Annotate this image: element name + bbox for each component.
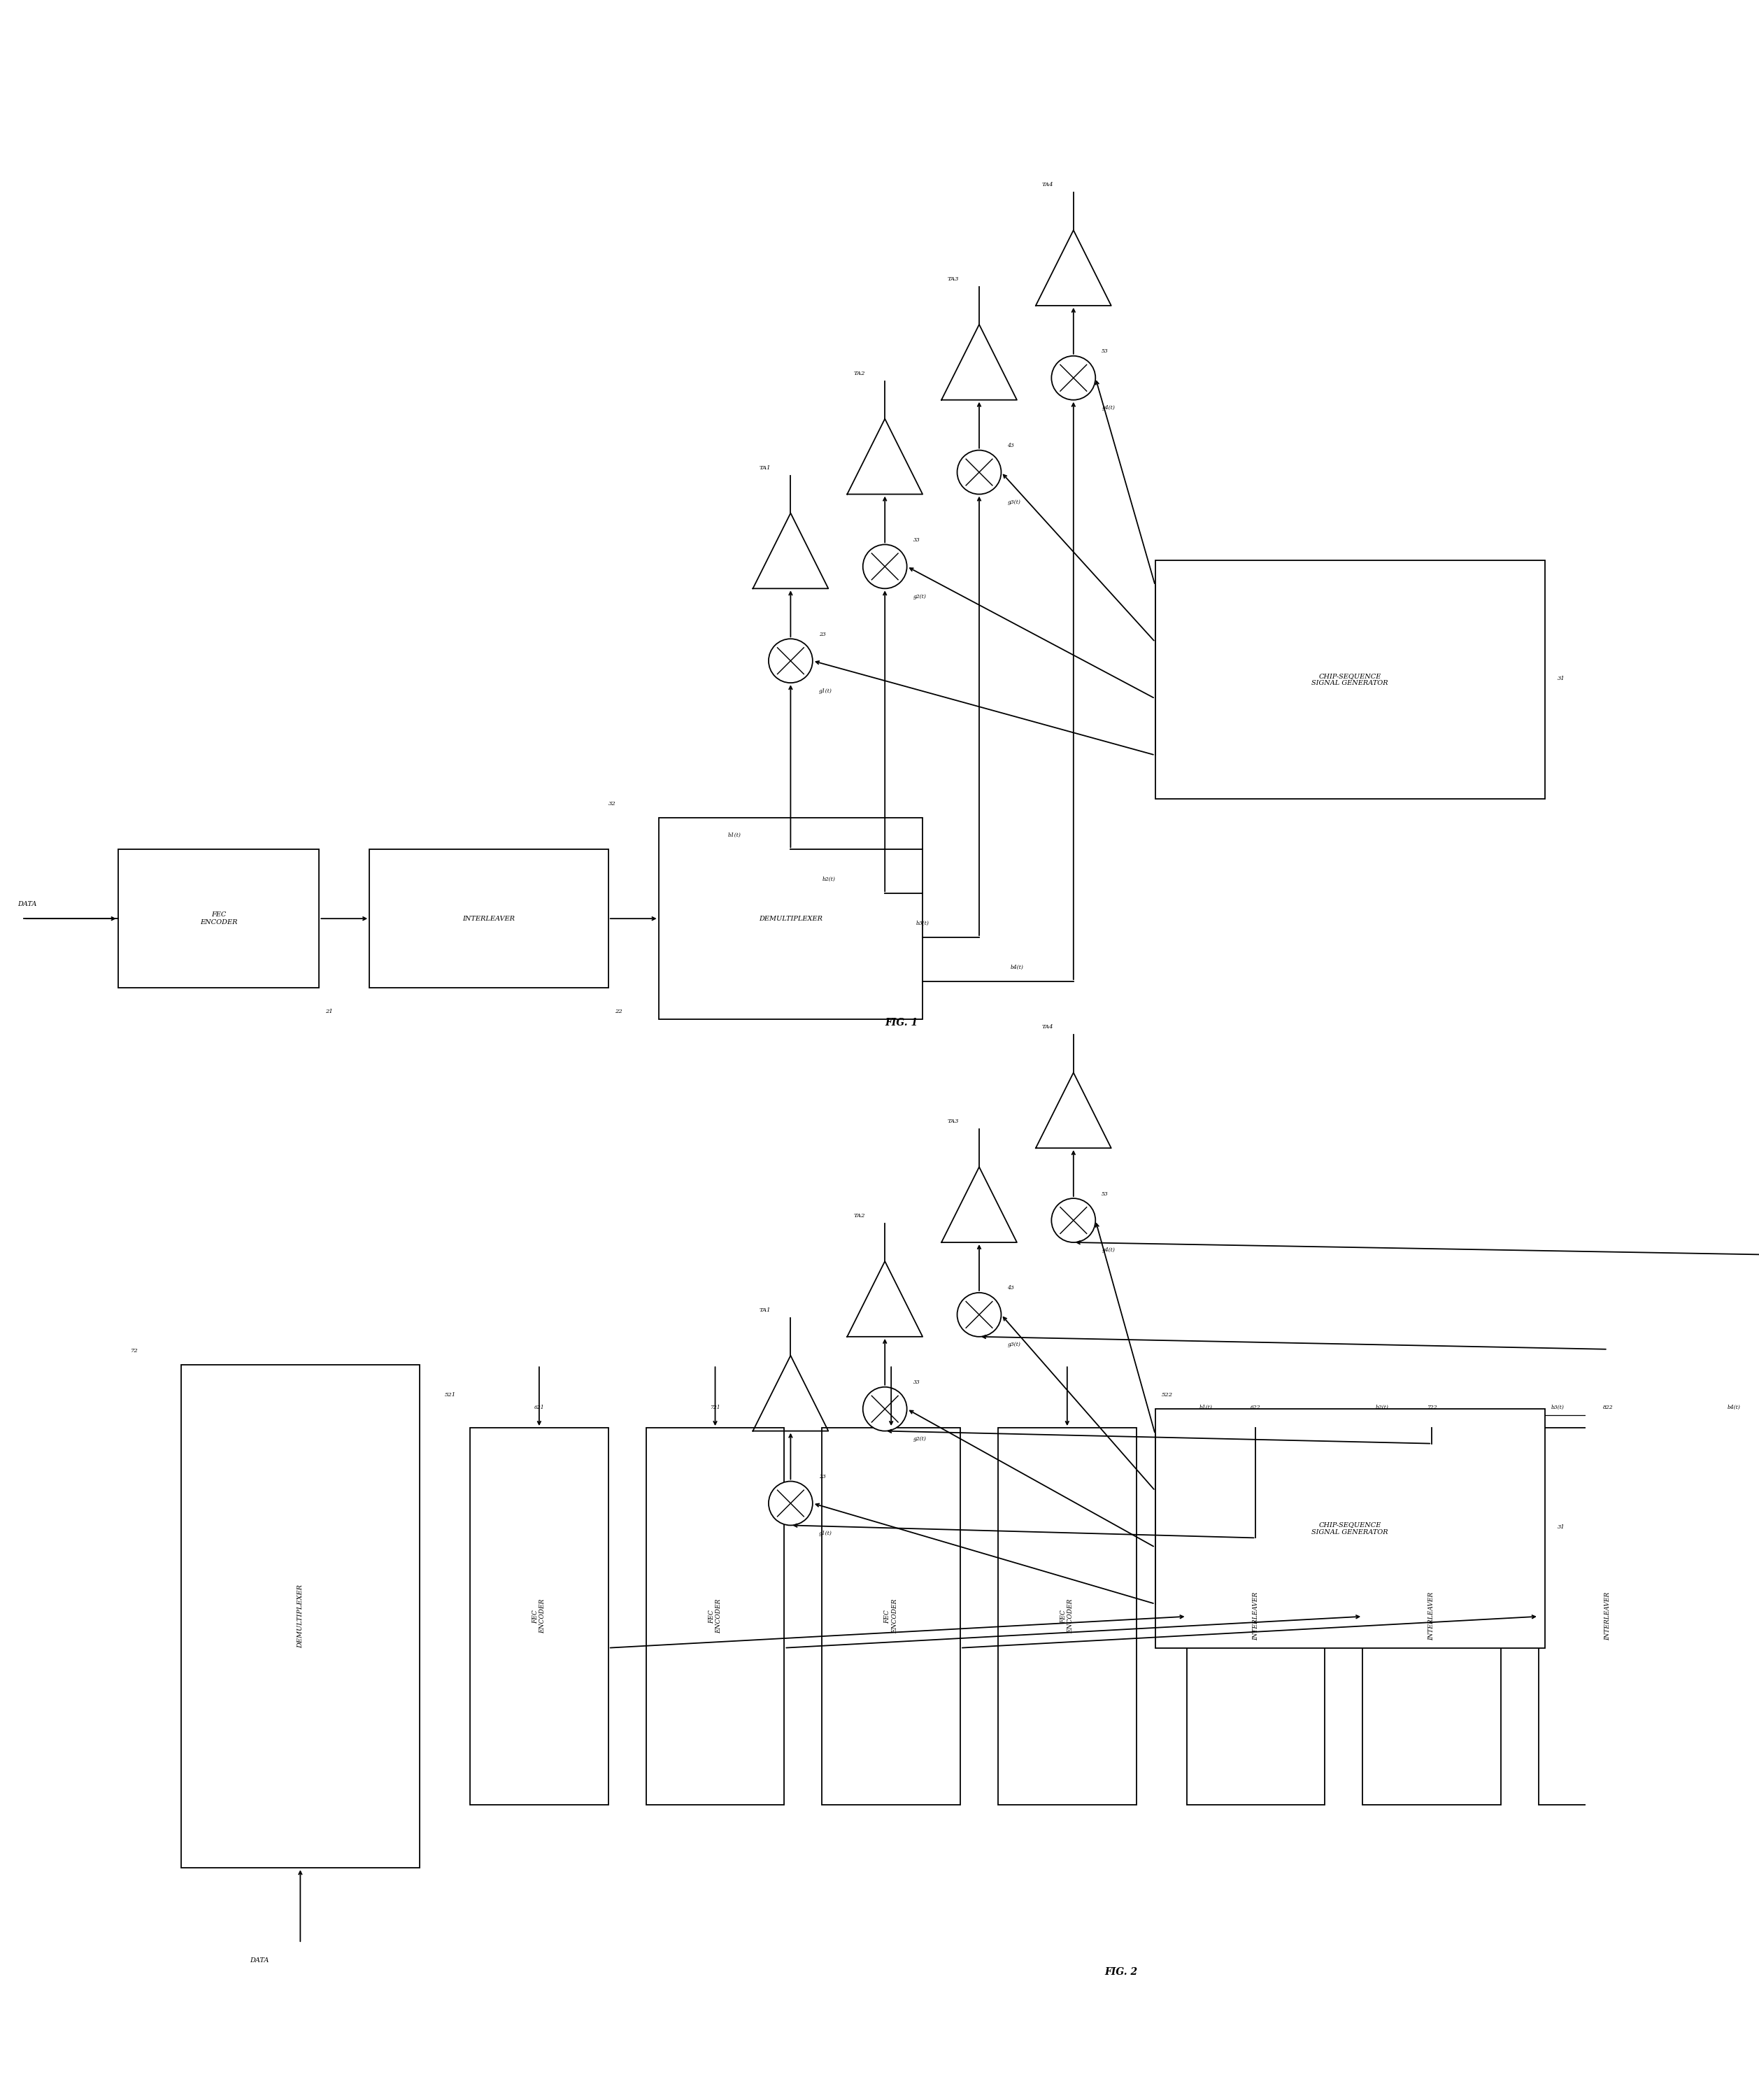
Text: INTERLEAVER: INTERLEAVER — [1604, 1592, 1611, 1640]
Text: 31: 31 — [1557, 1525, 1566, 1529]
Text: b2(t): b2(t) — [821, 876, 836, 882]
Text: 53: 53 — [1101, 1191, 1108, 1197]
Text: FEC
ENCODER: FEC ENCODER — [709, 1600, 721, 1634]
Text: g4(t): g4(t) — [1101, 1247, 1115, 1254]
Text: TA1: TA1 — [760, 1308, 770, 1312]
Text: 43: 43 — [1008, 1285, 1015, 1292]
FancyBboxPatch shape — [1539, 1428, 1676, 1806]
Text: FIG. 2: FIG. 2 — [1105, 1968, 1138, 1976]
Text: CHIP-SEQUENCE
SIGNAL GENERATOR: CHIP-SEQUENCE SIGNAL GENERATOR — [1312, 1522, 1388, 1535]
Text: TA4: TA4 — [1041, 1025, 1054, 1029]
FancyBboxPatch shape — [821, 1428, 960, 1806]
Text: g2(t): g2(t) — [913, 1436, 927, 1443]
Text: DEMULTIPLEXER: DEMULTIPLEXER — [297, 1586, 304, 1649]
Text: 33: 33 — [913, 1380, 920, 1386]
Text: TA3: TA3 — [948, 277, 959, 281]
Text: 622: 622 — [1251, 1405, 1261, 1411]
FancyBboxPatch shape — [470, 1428, 609, 1806]
FancyBboxPatch shape — [1715, 1428, 1759, 1806]
Text: 21: 21 — [325, 1008, 332, 1014]
Text: b4(t): b4(t) — [1011, 964, 1024, 970]
Text: 43: 43 — [1008, 443, 1015, 449]
Text: TA2: TA2 — [853, 1214, 865, 1218]
Text: b1(t): b1(t) — [728, 834, 741, 838]
FancyBboxPatch shape — [1156, 561, 1544, 800]
Circle shape — [1052, 355, 1096, 399]
Text: b3(t): b3(t) — [1551, 1405, 1564, 1411]
Text: 72: 72 — [130, 1348, 139, 1355]
Text: FEC
ENCODER: FEC ENCODER — [885, 1600, 897, 1634]
FancyBboxPatch shape — [1156, 1409, 1544, 1649]
Text: DATA: DATA — [18, 901, 37, 907]
Text: TA1: TA1 — [760, 464, 770, 470]
Circle shape — [864, 544, 908, 588]
Text: g3(t): g3(t) — [1008, 1342, 1020, 1348]
Text: 32: 32 — [609, 802, 616, 806]
Text: 722: 722 — [1427, 1405, 1437, 1411]
Circle shape — [1052, 1199, 1096, 1243]
Text: b1(t): b1(t) — [1200, 1405, 1212, 1411]
Text: INTERLEAVER: INTERLEAVER — [1252, 1592, 1259, 1640]
Text: b2(t): b2(t) — [1376, 1405, 1388, 1411]
Text: g3(t): g3(t) — [1008, 500, 1020, 506]
Text: TA2: TA2 — [853, 370, 865, 376]
Text: FIG. 1: FIG. 1 — [885, 1018, 918, 1027]
Text: 23: 23 — [820, 632, 825, 636]
Text: INTERLEAVER: INTERLEAVER — [463, 916, 515, 922]
FancyBboxPatch shape — [1363, 1428, 1500, 1806]
Text: TA3: TA3 — [948, 1119, 959, 1124]
Text: INTERLEAVER: INTERLEAVER — [1428, 1592, 1435, 1640]
Circle shape — [769, 1480, 813, 1525]
Text: b4(t): b4(t) — [1727, 1405, 1740, 1411]
Text: g2(t): g2(t) — [913, 594, 927, 598]
Text: g4(t): g4(t) — [1101, 405, 1115, 412]
Text: 822: 822 — [1602, 1405, 1613, 1411]
FancyBboxPatch shape — [997, 1428, 1136, 1806]
FancyBboxPatch shape — [369, 848, 609, 987]
Text: FEC
ENCODER: FEC ENCODER — [201, 911, 237, 926]
Text: DATA: DATA — [250, 1957, 269, 1964]
Text: FEC
ENCODER: FEC ENCODER — [533, 1600, 545, 1634]
Text: 23: 23 — [820, 1474, 825, 1480]
Text: FEC
ENCODER: FEC ENCODER — [1061, 1600, 1075, 1634]
Text: 721: 721 — [711, 1405, 719, 1411]
Text: DEMULTIPLEXER: DEMULTIPLEXER — [758, 916, 823, 922]
Text: g1(t): g1(t) — [820, 689, 832, 693]
FancyBboxPatch shape — [118, 848, 318, 987]
FancyBboxPatch shape — [646, 1428, 785, 1806]
Text: CHIP-SEQUENCE
SIGNAL GENERATOR: CHIP-SEQUENCE SIGNAL GENERATOR — [1312, 672, 1388, 687]
Text: 31: 31 — [1557, 676, 1566, 680]
Text: 621: 621 — [535, 1405, 544, 1411]
Text: 33: 33 — [913, 538, 920, 542]
Text: 521: 521 — [445, 1392, 456, 1399]
Text: 522: 522 — [1161, 1392, 1173, 1399]
Text: TA4: TA4 — [1041, 183, 1054, 187]
FancyBboxPatch shape — [658, 819, 922, 1018]
Circle shape — [769, 638, 813, 682]
Text: b3(t): b3(t) — [916, 920, 929, 926]
Circle shape — [957, 1294, 1001, 1338]
FancyBboxPatch shape — [1187, 1428, 1325, 1806]
Circle shape — [957, 449, 1001, 494]
Circle shape — [864, 1386, 908, 1430]
Text: 53: 53 — [1101, 349, 1108, 355]
Text: 821: 821 — [887, 1405, 897, 1411]
Text: g1(t): g1(t) — [820, 1531, 832, 1535]
FancyBboxPatch shape — [181, 1365, 420, 1867]
Text: 22: 22 — [614, 1008, 623, 1014]
